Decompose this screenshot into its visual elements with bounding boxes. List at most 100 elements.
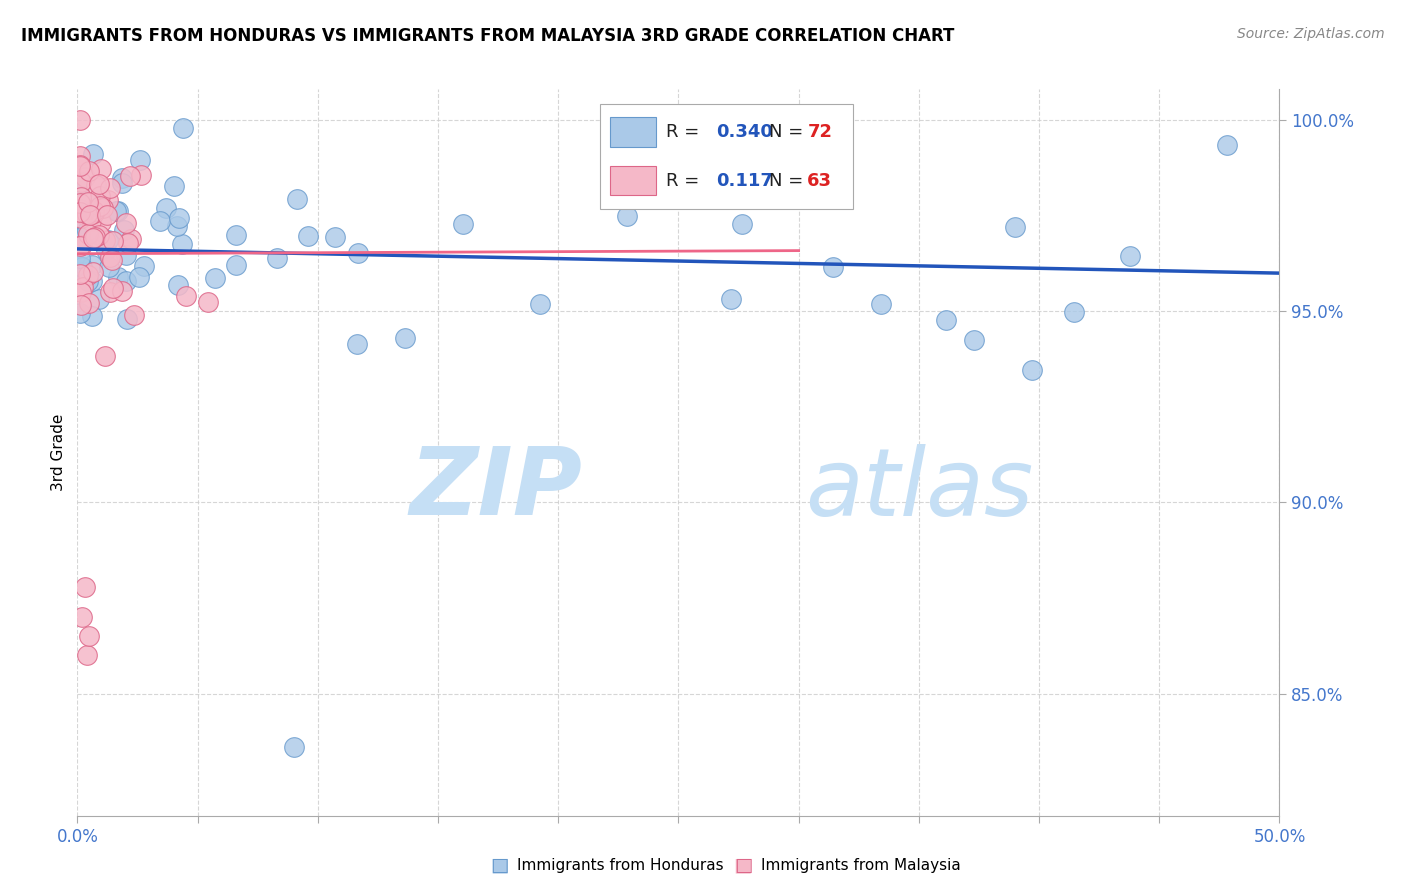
Point [101, 280, 124, 294]
Point [80, 258, 103, 272]
Point [1063, 305, 1085, 319]
Text: □: □ [734, 855, 752, 875]
Point [111, 284, 134, 298]
Point [79, 209, 101, 223]
Point [94, 349, 117, 363]
Point [105, 204, 128, 219]
Point [76, 648, 98, 663]
Text: IMMIGRANTS FROM HONDURAS VS IMMIGRANTS FROM MALAYSIA 3RD GRADE CORRELATION CHART: IMMIGRANTS FROM HONDURAS VS IMMIGRANTS F… [21, 27, 955, 45]
FancyBboxPatch shape [600, 103, 852, 209]
Text: 0.340: 0.340 [717, 123, 773, 141]
Point [70, 298, 93, 312]
Point [90, 162, 112, 177]
Point [70, 238, 93, 252]
Text: 63: 63 [807, 171, 832, 190]
Text: N =: N = [769, 171, 804, 190]
Point [98, 250, 121, 264]
Text: ZIP: ZIP [409, 443, 582, 535]
Point [69, 239, 91, 253]
Point [70, 610, 93, 624]
Point [155, 201, 177, 215]
Point [77, 164, 100, 178]
Point [82, 265, 104, 279]
Point [82, 231, 104, 245]
FancyBboxPatch shape [610, 118, 655, 147]
Point [77, 195, 100, 210]
Point [111, 171, 134, 186]
Point [86, 178, 108, 192]
Point [73, 580, 96, 594]
Point [266, 251, 288, 265]
Point [174, 288, 197, 302]
Point [84, 230, 107, 244]
FancyBboxPatch shape [610, 166, 655, 195]
Point [87, 194, 110, 208]
Point [79, 629, 101, 643]
Point [347, 246, 370, 260]
Point [710, 153, 733, 167]
Point [121, 232, 143, 246]
Point [167, 278, 190, 293]
Point [97, 233, 120, 247]
Text: 72: 72 [807, 123, 832, 141]
Point [69, 175, 91, 189]
Point [101, 252, 124, 267]
Point [1119, 249, 1142, 263]
Point [225, 228, 247, 243]
Point [172, 236, 194, 251]
Y-axis label: 3rd Grade: 3rd Grade [51, 414, 66, 491]
Point [72, 207, 94, 221]
Text: 0.117: 0.117 [717, 171, 773, 190]
Point [107, 270, 129, 285]
Point [72, 205, 94, 219]
Point [529, 297, 551, 311]
Point [172, 120, 194, 135]
Point [98, 285, 121, 299]
Point [963, 333, 986, 347]
Point [204, 270, 226, 285]
Point [285, 193, 308, 207]
Point [72, 265, 94, 279]
Text: Immigrants from Malaysia: Immigrants from Malaysia [761, 858, 960, 872]
Point [616, 209, 638, 223]
Text: R =: R = [666, 171, 710, 190]
Point [82, 147, 104, 161]
Point [77, 296, 100, 310]
Point [69, 251, 91, 265]
Point [94, 243, 117, 257]
Point [451, 217, 474, 231]
Text: ■: ■ [489, 855, 509, 875]
Point [83, 205, 105, 219]
Point [720, 292, 742, 306]
Point [94, 233, 117, 247]
Point [870, 296, 893, 310]
Point [69, 180, 91, 194]
Point [76, 224, 98, 238]
Point [346, 336, 368, 351]
Point [87, 292, 110, 306]
Point [117, 312, 139, 326]
Point [97, 193, 120, 207]
Point [120, 169, 142, 183]
Point [70, 285, 93, 299]
Point [98, 260, 121, 274]
Point [111, 176, 134, 190]
Point [69, 205, 91, 219]
Point [91, 201, 114, 215]
Point [90, 215, 112, 229]
Text: atlas: atlas [804, 443, 1033, 534]
Point [70, 190, 93, 204]
Point [69, 212, 91, 227]
Point [90, 201, 112, 215]
Point [166, 219, 188, 234]
Point [87, 227, 110, 242]
Point [394, 331, 416, 345]
Point [114, 248, 136, 262]
Point [636, 164, 658, 178]
Point [112, 223, 135, 237]
Point [167, 211, 190, 225]
Point [69, 195, 91, 210]
Text: N =: N = [769, 123, 804, 141]
Point [823, 260, 845, 275]
Point [96, 209, 118, 223]
